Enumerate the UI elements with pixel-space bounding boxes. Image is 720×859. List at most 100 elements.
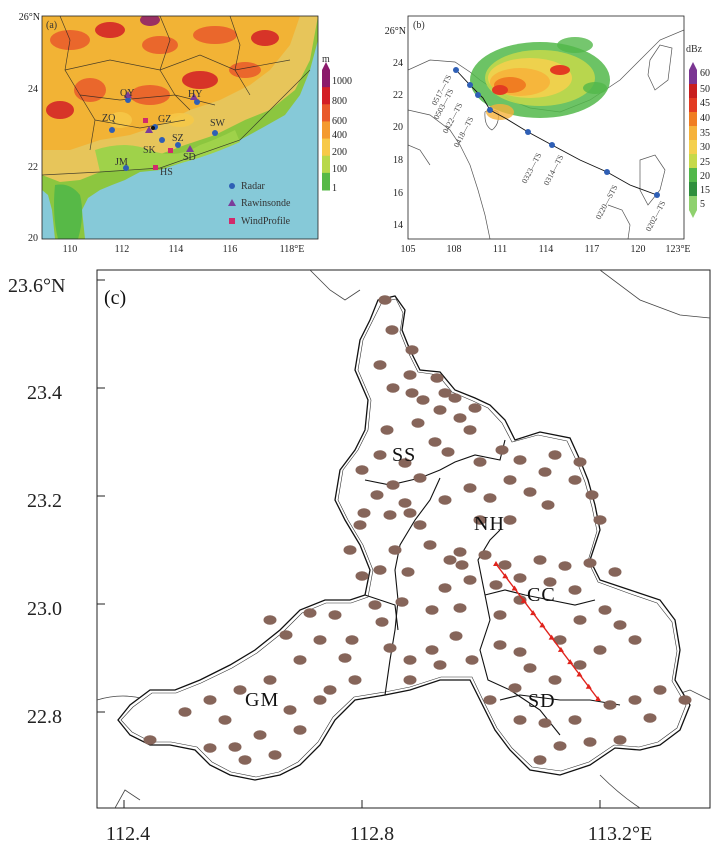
rain-gauge-station xyxy=(413,520,427,530)
rain-gauge-station xyxy=(370,490,384,500)
rain-gauge-station xyxy=(608,567,622,577)
rain-gauge-station xyxy=(678,695,692,705)
transect-marker xyxy=(567,659,574,665)
rain-gauge-station xyxy=(428,437,442,447)
rain-gauge-station xyxy=(353,520,367,530)
rain-gauge-station xyxy=(493,610,507,620)
lat-tick: 23.0 xyxy=(27,598,62,620)
rain-gauge-station xyxy=(463,483,477,493)
colorbar-segment xyxy=(322,87,330,105)
colorbar-segment xyxy=(689,112,697,127)
colorbar-segment xyxy=(689,182,697,197)
terrain-map xyxy=(42,16,318,239)
rain-gauge-station xyxy=(455,560,469,570)
panel-a-lon-ticks: 110 112 114 116 118°E xyxy=(63,244,305,255)
lat-tick: 23.4 xyxy=(27,382,62,404)
lat-tick: 22 xyxy=(393,90,403,101)
rain-gauge-station xyxy=(473,515,487,525)
lon-tick: 112 xyxy=(115,244,130,255)
rain-gauge-station xyxy=(448,393,462,403)
lat-tick: 26°N xyxy=(385,26,406,37)
panel-c-lon-ticks: 112.4 112.8 113.2°E xyxy=(106,823,652,845)
lon-tick: 117 xyxy=(585,244,600,255)
colorbar-segment xyxy=(322,138,330,157)
rain-gauge-station xyxy=(178,707,192,717)
colorbar-tick: 30 xyxy=(700,142,710,153)
lat-tick: 23.6°N xyxy=(8,275,65,297)
rain-gauge-station xyxy=(438,388,452,398)
station-label: QY xyxy=(120,88,134,99)
lat-tick: 18 xyxy=(393,155,403,166)
colorbar-tick: 20 xyxy=(700,171,710,182)
lat-tick: 22 xyxy=(28,162,38,173)
station-label: HY xyxy=(188,89,202,100)
rain-gauge-station xyxy=(253,730,267,740)
lon-tick: 112.4 xyxy=(106,823,150,845)
rain-gauge-station xyxy=(405,345,419,355)
rain-gauge-station xyxy=(583,558,597,568)
transect-line xyxy=(493,561,601,701)
colorbar-tick: 60 xyxy=(700,68,710,79)
rain-gauge-station xyxy=(541,500,555,510)
rain-gauge-station xyxy=(463,575,477,585)
rain-gauge-station xyxy=(283,705,297,715)
station-label: SW xyxy=(210,118,226,129)
rain-gauge-station xyxy=(385,325,399,335)
rain-gauge-station xyxy=(403,655,417,665)
rain-gauge-station xyxy=(416,395,430,405)
rawinsonde-legend-icon xyxy=(228,199,236,206)
colorbar-tick: 600 xyxy=(332,116,347,127)
lon-tick: 116 xyxy=(223,244,238,255)
panel-b-label: (b) xyxy=(413,20,425,31)
rain-gauge-station xyxy=(228,742,242,752)
transect-marker xyxy=(511,585,518,591)
rain-gauge-station xyxy=(463,425,477,435)
region-label-nh: NH xyxy=(474,513,505,535)
rain-gauge-station xyxy=(373,565,387,575)
rain-gauge-station xyxy=(373,450,387,460)
rain-gauge-station xyxy=(345,635,359,645)
rain-gauge-station xyxy=(573,660,587,670)
station-markers xyxy=(109,91,218,171)
colorbar-segment xyxy=(689,196,697,211)
lat-tick: 20 xyxy=(28,233,38,244)
colorbar-tick: 50 xyxy=(700,84,710,95)
colorbar-arrow xyxy=(322,62,330,70)
rain-gauge-station xyxy=(613,735,627,745)
rain-gauge-station xyxy=(613,620,627,630)
colorbar-segment xyxy=(689,168,697,183)
rain-gauge-station xyxy=(386,383,400,393)
rain-gauge-station xyxy=(430,373,444,383)
transect-marker xyxy=(548,634,555,640)
rain-gauge-station xyxy=(483,695,497,705)
rain-gauge-station xyxy=(380,425,394,435)
rain-gauge-station xyxy=(453,603,467,613)
rain-gauge-station xyxy=(483,493,497,503)
rain-gauge-station xyxy=(493,640,507,650)
transect-marker xyxy=(530,610,537,616)
rain-gauge-station xyxy=(386,480,400,490)
station-label: SD xyxy=(183,152,196,163)
legend-label: Rawinsonde xyxy=(241,198,291,209)
region-label-ss: SS xyxy=(392,444,416,466)
rain-gauge-station xyxy=(383,643,397,653)
rain-gauge-station xyxy=(143,735,157,745)
transect-marker xyxy=(557,646,564,652)
rain-gauge-station xyxy=(395,597,409,607)
legend-label: Radar xyxy=(241,181,266,192)
rain-gauge-station xyxy=(425,645,439,655)
rain-gauge-station xyxy=(533,755,547,765)
radar-echoes xyxy=(470,37,610,120)
rain-gauge-station xyxy=(313,695,327,705)
rain-gauge-station xyxy=(398,498,412,508)
rain-gauge-station xyxy=(573,615,587,625)
lon-tick: 112.8 xyxy=(350,823,394,845)
rain-gauge-station xyxy=(338,653,352,663)
colorbar-arrow xyxy=(689,210,697,218)
rain-gauge-station xyxy=(628,635,642,645)
colorbar-tick: 5 xyxy=(700,199,705,210)
coastlines xyxy=(97,270,710,808)
rain-gauge-station xyxy=(568,475,582,485)
transect-marker xyxy=(539,622,546,628)
transect-marker xyxy=(502,573,509,579)
